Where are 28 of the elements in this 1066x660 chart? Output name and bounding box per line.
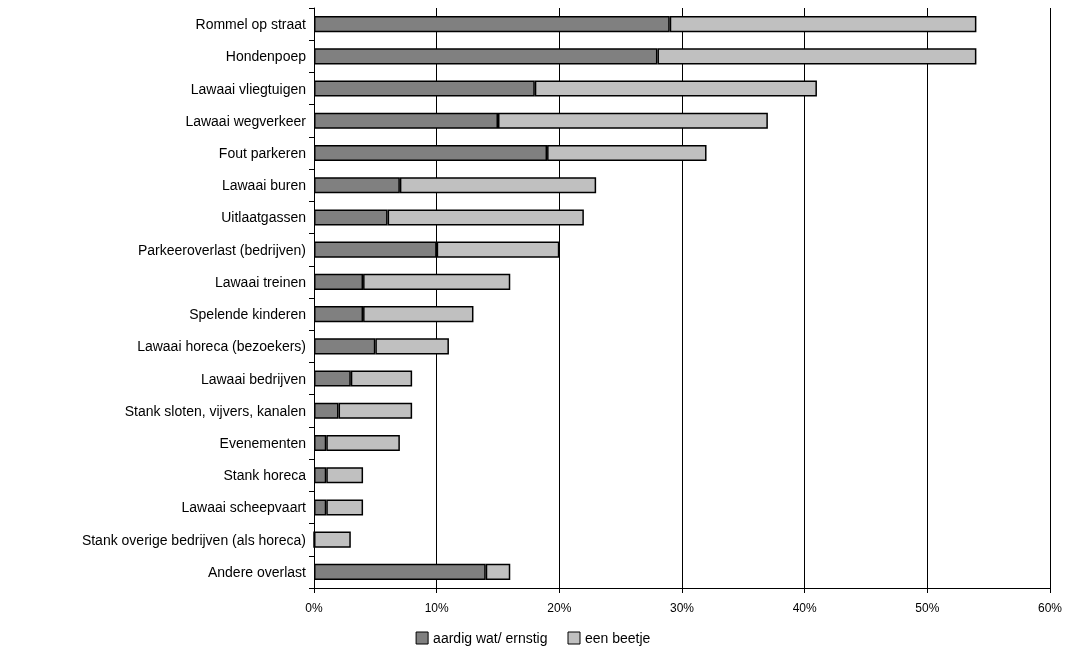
y-tick-label: Lawaai bedrijven [200, 370, 306, 387]
legend-label: een beetje [585, 630, 651, 646]
y-tick-label: Rommel op straat [195, 16, 307, 33]
legend-label: aardig wat/ ernstig [433, 630, 548, 646]
x-tick-label: 0% [305, 601, 323, 615]
y-tick-label: Lawaai horeca (bezoekers) [137, 338, 306, 355]
x-tick-label: 60% [1037, 601, 1063, 615]
y-tick-label: Stank overige bedrijven (als horeca) [81, 531, 306, 548]
x-tick-label: 30% [669, 601, 695, 615]
y-tick-label: Stank sloten, vijvers, kanalen [124, 402, 306, 419]
y-tick-label: Uitlaatgassen [221, 209, 306, 226]
x-tick-label: 10% [424, 601, 449, 615]
y-tick-label: Lawaai buren [221, 177, 306, 194]
y-tick-label: Parkeeroverlast (bedrijven) [137, 241, 306, 258]
y-tick-label: Spelende kinderen [189, 306, 306, 323]
x-tick-label: 20% [547, 601, 572, 615]
y-tick-label: Lawaai vliegtuigen [190, 80, 306, 97]
y-tick-label: Lawaai scheepvaart [181, 499, 307, 516]
y-tick-label: Evenementen [219, 435, 306, 451]
y-tick-label: Lawaai wegverkeer [185, 112, 307, 129]
y-tick-label: Lawaai treinen [214, 273, 306, 290]
y-tick-label: Hondenpoep [225, 48, 307, 65]
x-tick-label: 40% [792, 601, 817, 615]
y-tick-label: Stank horeca [223, 467, 307, 484]
y-tick-label: Fout parkeren [218, 145, 306, 161]
x-tick-label: 50% [915, 601, 940, 615]
bar [314, 531, 351, 548]
y-tick-label: Andere overlast [207, 563, 307, 580]
